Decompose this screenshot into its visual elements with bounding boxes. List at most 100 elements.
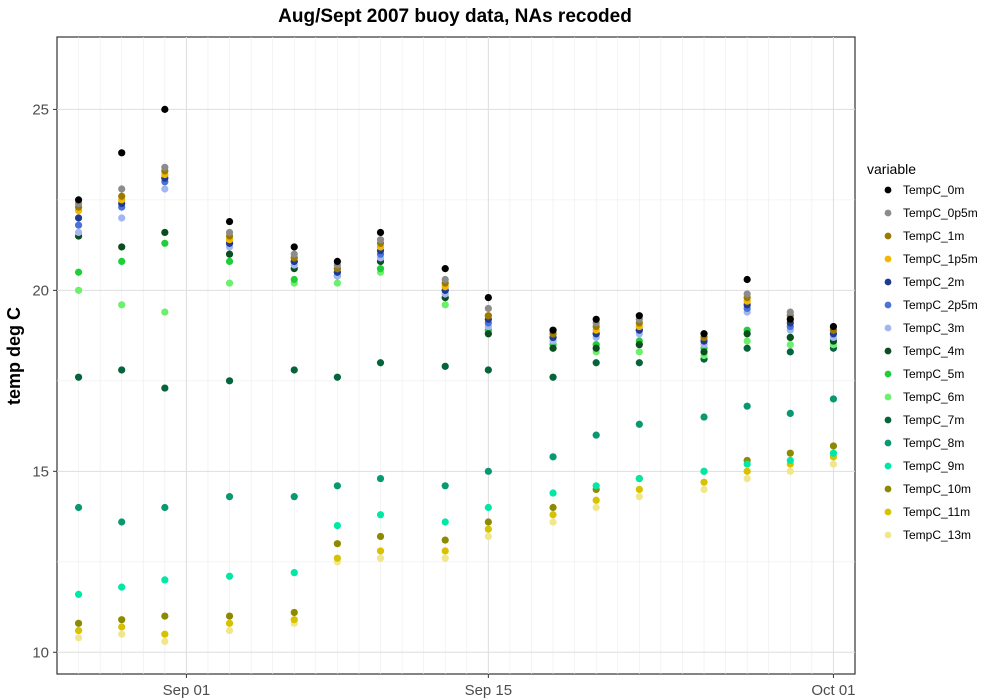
legend-key bbox=[884, 324, 892, 332]
data-point bbox=[829, 460, 838, 468]
series-TempC_9m bbox=[74, 449, 838, 598]
legend-key bbox=[884, 209, 892, 217]
data-point bbox=[592, 315, 600, 323]
data-point bbox=[333, 522, 341, 530]
data-point bbox=[635, 359, 643, 367]
data-point bbox=[635, 312, 643, 320]
legend-item: TempC_9m bbox=[884, 459, 964, 473]
data-point bbox=[786, 333, 794, 342]
data-point bbox=[118, 518, 126, 526]
data-point bbox=[549, 453, 557, 461]
data-point bbox=[743, 402, 751, 410]
data-point bbox=[74, 286, 83, 294]
data-point bbox=[225, 228, 234, 237]
plot-area bbox=[56, 36, 856, 675]
legend-key bbox=[884, 508, 892, 516]
data-point bbox=[786, 467, 794, 475]
legend-label: TempC_8m bbox=[903, 436, 964, 450]
data-point bbox=[743, 275, 751, 284]
data-point bbox=[74, 221, 83, 229]
chart-title: Aug/Sept 2007 buoy data, NAs recoded bbox=[278, 6, 632, 27]
data-point bbox=[743, 474, 751, 483]
data-point bbox=[74, 214, 83, 222]
data-point bbox=[484, 312, 492, 320]
data-point bbox=[441, 301, 449, 309]
legend-key bbox=[884, 416, 892, 424]
series-TempC_13m bbox=[74, 460, 838, 646]
data-point bbox=[225, 217, 234, 226]
legend-label: TempC_9m bbox=[903, 459, 964, 473]
series-TempC_8m bbox=[74, 395, 838, 526]
data-point bbox=[786, 449, 794, 457]
data-point bbox=[161, 228, 169, 237]
data-point bbox=[118, 214, 126, 222]
data-point bbox=[700, 478, 708, 486]
data-point bbox=[786, 308, 794, 316]
legend-item: TempC_13m bbox=[884, 528, 971, 542]
legend-item: TempC_1m bbox=[884, 229, 964, 243]
data-point bbox=[118, 243, 126, 251]
data-point bbox=[225, 619, 234, 627]
data-point bbox=[161, 308, 169, 316]
data-point bbox=[484, 330, 492, 338]
data-point bbox=[441, 536, 449, 544]
data-point bbox=[161, 637, 169, 646]
legend-label: TempC_13m bbox=[903, 528, 971, 542]
data-point bbox=[290, 608, 298, 617]
series-TempC_0m bbox=[74, 105, 838, 338]
data-points bbox=[74, 105, 838, 646]
data-point bbox=[743, 460, 751, 468]
data-point bbox=[225, 612, 234, 620]
data-point bbox=[118, 301, 126, 309]
legend-item: TempC_10m bbox=[884, 482, 971, 496]
legend-item: TempC_2p5m bbox=[884, 298, 978, 312]
data-point bbox=[592, 359, 600, 367]
data-point bbox=[829, 449, 838, 457]
data-point bbox=[161, 612, 169, 620]
legend-label: TempC_0m bbox=[903, 183, 964, 197]
data-point bbox=[290, 366, 298, 374]
legend-label: TempC_3m bbox=[903, 321, 964, 335]
legend-item: TempC_0m bbox=[884, 183, 964, 197]
legend-item: TempC_11m bbox=[884, 505, 970, 519]
legend-key bbox=[884, 485, 892, 493]
data-point bbox=[333, 540, 341, 548]
legend-title: variable bbox=[867, 161, 916, 177]
y-axis: 10 15 20 25 bbox=[32, 101, 57, 661]
data-point bbox=[376, 236, 385, 244]
data-point bbox=[484, 467, 492, 475]
data-point bbox=[161, 576, 169, 584]
legend-label: TempC_5m bbox=[903, 367, 964, 381]
legend-item: TempC_5m bbox=[884, 367, 964, 381]
data-point bbox=[290, 493, 298, 501]
data-point bbox=[225, 626, 234, 635]
legend-key bbox=[884, 278, 892, 286]
data-point bbox=[592, 496, 600, 504]
data-point bbox=[592, 503, 600, 512]
legend-item: TempC_7m bbox=[884, 413, 964, 427]
data-point bbox=[743, 290, 751, 298]
data-point bbox=[74, 626, 83, 635]
data-point bbox=[290, 243, 298, 251]
data-point bbox=[484, 525, 492, 533]
legend: variable TempC_0mTempC_0p5mTempC_1mTempC… bbox=[867, 161, 978, 542]
data-point bbox=[333, 373, 341, 381]
data-point bbox=[441, 547, 449, 555]
data-point bbox=[74, 503, 83, 512]
data-point bbox=[484, 366, 492, 374]
legend-key bbox=[884, 370, 892, 378]
data-point bbox=[161, 105, 169, 113]
data-point bbox=[829, 395, 838, 403]
data-point bbox=[376, 547, 385, 555]
data-point bbox=[333, 257, 341, 265]
axes: Sep 01 Sep 15 Oct 01 10 15 20 25 bbox=[32, 101, 855, 699]
data-point bbox=[549, 518, 557, 526]
data-point bbox=[743, 467, 751, 475]
data-point bbox=[700, 348, 708, 356]
data-point bbox=[635, 485, 643, 494]
data-point bbox=[549, 503, 557, 512]
data-point bbox=[74, 590, 83, 598]
y-axis-title: temp deg C bbox=[4, 307, 24, 405]
data-point bbox=[700, 467, 708, 475]
